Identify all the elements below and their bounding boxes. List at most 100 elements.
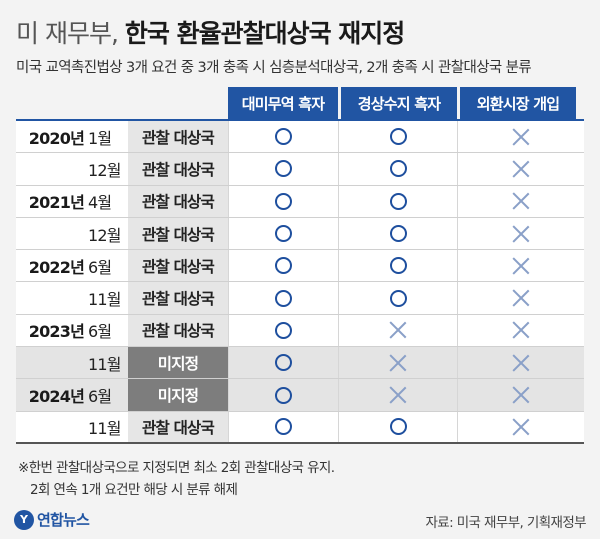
- designation-table: 2020년 1월 관찰 대상국 12월 관찰 대상국 2021년 4월 관찰 대상국 12월 관찰…: [16, 119, 584, 444]
- circle-icon: [275, 192, 292, 210]
- circle-icon: [275, 386, 292, 404]
- month-label: 4월: [88, 193, 112, 213]
- status-badge: 관찰 대상국: [128, 121, 228, 153]
- criterion-cell: [338, 282, 457, 314]
- circle-icon: [389, 257, 407, 275]
- cross-icon: [512, 386, 530, 404]
- criterion-cell: [228, 121, 338, 153]
- table-header: 대미무역 흑자 경상수지 흑자 외환시장 개입: [228, 87, 576, 119]
- status-badge: 미지정: [128, 347, 228, 379]
- column-header-current-account: 경상수지 흑자: [341, 87, 457, 119]
- footer: Y 연합뉴스 자료: 미국 재무부, 기획재정부: [0, 499, 600, 539]
- year-label: 2022년: [28, 257, 85, 277]
- cross-icon: [389, 354, 407, 372]
- criterion-cell: [457, 153, 584, 185]
- circle-icon: [275, 289, 292, 307]
- period-cell: 2021년 4월: [16, 186, 128, 217]
- criterion-cell: [457, 379, 584, 411]
- circle-icon: [389, 128, 407, 146]
- column-header-trade-surplus: 대미무역 흑자: [228, 87, 338, 119]
- criterion-cell: [228, 153, 338, 185]
- period-cell: 11월: [16, 347, 128, 378]
- period-cell: 11월: [16, 282, 128, 313]
- cross-icon: [512, 160, 530, 178]
- source-credit: 자료: 미국 재무부, 기획재정부: [425, 515, 586, 531]
- footnote-2: 2회 연속 1개 요건만 해당 시 분류 해제: [30, 482, 238, 498]
- title-main: 한국 환율관찰대상국 재지정: [124, 19, 405, 48]
- year-label: 2023년: [28, 322, 85, 342]
- criterion-cell: [338, 379, 457, 411]
- criterion-cell: [457, 217, 584, 250]
- period-cell: 12월: [16, 153, 128, 184]
- criterion-cell: [228, 411, 338, 442]
- criterion-cell: [228, 347, 338, 379]
- criterion-cell: [457, 185, 584, 217]
- criterion-cell: [228, 282, 338, 314]
- cross-icon: [512, 354, 530, 372]
- month-label: 11월: [88, 418, 121, 438]
- criterion-cell: [338, 185, 457, 217]
- criterion-cell: [228, 314, 338, 347]
- cross-icon: [512, 192, 530, 210]
- cross-icon: [512, 289, 530, 307]
- criterion-cell: [338, 347, 457, 379]
- table-row: 11월 미지정: [16, 347, 584, 380]
- criterion-cell: [338, 314, 457, 347]
- circle-icon: [389, 225, 407, 243]
- criterion-cell: [338, 217, 457, 250]
- yonhap-logo-icon: Y: [14, 509, 34, 530]
- subtitle: 미국 교역촉진법상 3개 요건 중 3개 충족 시 심층분석대상국, 2개 충족…: [16, 60, 532, 76]
- table-row: 2020년 1월 관찰 대상국: [16, 121, 584, 154]
- table-row: 2021년 4월 관찰 대상국: [16, 185, 584, 218]
- criterion-cell: [228, 379, 338, 411]
- circle-icon: [275, 160, 292, 178]
- criterion-cell: [228, 185, 338, 217]
- cross-icon: [389, 386, 407, 404]
- column-header-fx-intervention: 외환시장 개입: [460, 87, 576, 119]
- year-label: 2021년: [28, 193, 85, 213]
- criterion-cell: [457, 121, 584, 153]
- period-cell: 11월: [16, 412, 128, 442]
- criterion-cell: [457, 250, 584, 282]
- circle-icon: [389, 289, 407, 307]
- status-badge: 관찰 대상국: [128, 217, 228, 250]
- circle-icon: [275, 321, 292, 339]
- period-cell: 12월: [16, 218, 128, 249]
- table-row: 2024년 6월 미지정: [16, 379, 584, 412]
- month-label: 6월: [88, 387, 112, 407]
- criterion-cell: [338, 121, 457, 153]
- cross-icon: [512, 128, 530, 146]
- period-cell: 2023년 6월: [16, 315, 128, 346]
- circle-icon: [275, 225, 292, 243]
- circle-icon: [275, 257, 292, 275]
- month-label: 11월: [88, 290, 121, 310]
- criterion-cell: [457, 314, 584, 347]
- yonhap-logo: Y 연합뉴스: [14, 509, 90, 530]
- criterion-cell: [338, 250, 457, 282]
- cross-icon: [512, 321, 530, 339]
- table-row: 2023년 6월 관찰 대상국: [16, 314, 584, 348]
- title-prefix: 미 재무부,: [16, 19, 119, 48]
- circle-icon: [389, 192, 407, 210]
- year-label: 2020년: [28, 128, 85, 148]
- table-row: 11월 관찰 대상국: [16, 411, 584, 444]
- status-badge: 관찰 대상국: [128, 411, 228, 442]
- cross-icon: [512, 225, 530, 243]
- month-label: 12월: [88, 160, 121, 180]
- status-badge: 관찰 대상국: [128, 314, 228, 347]
- status-badge: 관찰 대상국: [128, 185, 228, 217]
- circle-icon: [275, 418, 292, 436]
- criterion-cell: [228, 217, 338, 250]
- criterion-cell: [457, 347, 584, 379]
- circle-icon: [389, 160, 407, 178]
- cross-icon: [389, 321, 407, 339]
- table-row: 11월 관찰 대상국: [16, 282, 584, 315]
- cross-icon: [512, 257, 530, 275]
- criterion-cell: [338, 411, 457, 442]
- page-title: 미 재무부, 한국 환율관찰대상국 재지정: [16, 14, 405, 50]
- period-cell: 2024년 6월: [16, 379, 128, 410]
- month-label: 6월: [88, 322, 112, 342]
- table-row: 12월 관찰 대상국: [16, 217, 584, 251]
- year-label: 2024년: [28, 387, 85, 407]
- table-row: 12월 관찰 대상국: [16, 153, 584, 186]
